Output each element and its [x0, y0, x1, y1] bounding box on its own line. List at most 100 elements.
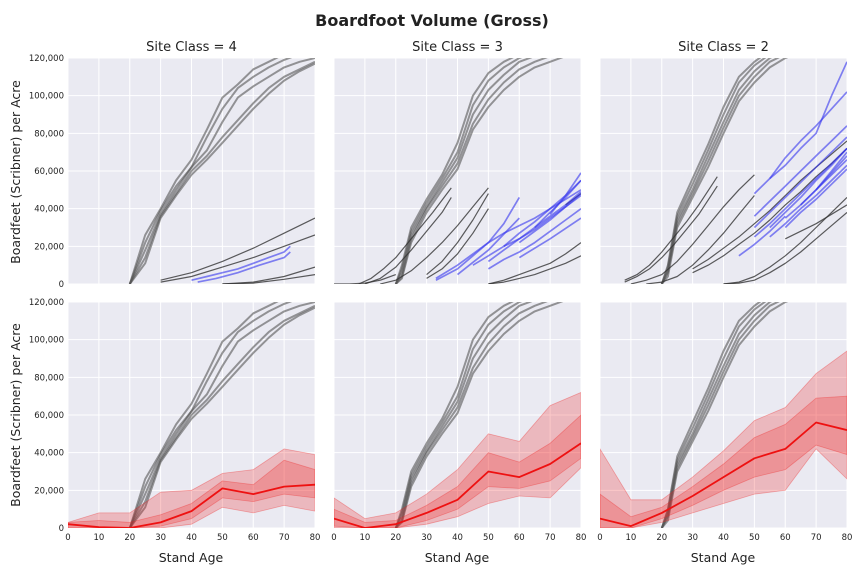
- y-tick-label: 40,000: [34, 205, 64, 215]
- plot-area: [334, 302, 581, 528]
- panel-2-1: 0 20,000 40,000 60,000 80,000 100,000 120,000 0…: [29, 298, 321, 543]
- dark-series-line-8: [646, 195, 755, 284]
- blue-series-line-25: [738, 215, 786, 257]
- gray-series-line-2: [660, 302, 773, 528]
- y-tick-label: 60,000: [34, 167, 64, 177]
- panel-title: Site Class = 3: [412, 40, 503, 55]
- x-tick-label: 30: [421, 533, 432, 543]
- dark-series-line-12: [723, 211, 847, 284]
- y-tick-label: 20,000: [34, 486, 64, 496]
- gray-series-line-0: [128, 302, 279, 528]
- panels-group: Site Class = 4 0 20,000 40,000 60,000 80,000 1…: [29, 40, 853, 543]
- plot-area: [334, 58, 581, 284]
- gray-series-line-0: [394, 302, 514, 528]
- gray-series-line-2: [128, 58, 315, 284]
- y-axis-label-top: Boardfeet (Scribner) per Acre: [8, 80, 23, 264]
- x-tick-label: 0: [65, 533, 70, 543]
- gray-series-line-2: [394, 58, 533, 284]
- x-tick-label: 70: [545, 533, 556, 543]
- panel-1-1: Site Class = 4 0 20,000 40,000 60,000 80,000 1…: [29, 40, 316, 290]
- blue-series-line-21: [784, 168, 847, 229]
- gray-series-line-1: [660, 58, 767, 284]
- gray-series-line-4: [128, 62, 315, 284]
- chart-title: Boardfoot Volume (Gross): [315, 11, 549, 30]
- uncertainty-band-outer: [600, 350, 847, 528]
- x-axis-label-col1: Stand Age: [159, 550, 224, 565]
- gray-series-line-0: [394, 58, 514, 284]
- gray-series-line-0: [128, 58, 279, 284]
- dark-series-line-8: [222, 274, 315, 284]
- gray-series-line-2: [394, 302, 533, 528]
- x-tick-label: 50: [749, 533, 760, 543]
- x-axis-label-col3: Stand Age: [691, 550, 756, 565]
- blue-series-line-24: [518, 217, 581, 259]
- blue-series-line-20: [769, 164, 847, 238]
- mean-series-line-5: [68, 483, 315, 528]
- gray-series-line-3: [395, 302, 548, 528]
- uncertainty-band-outer: [334, 391, 581, 528]
- uncertainty-band-outer: [68, 448, 315, 528]
- plot-area: [624, 58, 847, 284]
- x-tick-label: 80: [842, 533, 853, 543]
- y-tick-label: 60,000: [34, 411, 64, 421]
- plot-area: [68, 302, 315, 528]
- gray-series-line-0: [660, 58, 762, 284]
- y-tick-label: 80,000: [34, 129, 64, 139]
- x-tick-label: 0: [331, 533, 336, 543]
- panel-1-2: Site Class = 3: [333, 40, 582, 285]
- x-tick-label: 60: [514, 533, 525, 543]
- x-tick-label: 70: [811, 533, 822, 543]
- dark-series-line-13: [785, 204, 847, 240]
- gray-series-line-1: [128, 58, 293, 284]
- dark-series-line-9: [692, 147, 847, 274]
- gray-series-line-4: [128, 306, 315, 528]
- blue-series-line-19: [753, 147, 847, 238]
- y-tick-label: 100,000: [29, 336, 64, 346]
- dark-series-line-5: [160, 217, 315, 281]
- x-tick-label: 80: [576, 533, 587, 543]
- blue-series-line-10: [197, 251, 291, 283]
- gray-series-line-1: [394, 302, 523, 528]
- dark-series-line-11: [488, 242, 581, 284]
- x-tick-label: 40: [186, 533, 197, 543]
- blue-series-line-23: [456, 217, 520, 276]
- y-tick-label: 0: [59, 524, 64, 534]
- gray-series-line-3: [128, 60, 315, 284]
- gray-series-line-1: [394, 58, 523, 284]
- dark-series-line-7: [364, 197, 452, 284]
- x-tick-label: 40: [452, 533, 463, 543]
- x-tick-label: 20: [656, 533, 667, 543]
- gray-series-line-3: [395, 58, 548, 284]
- gray-series-line-2: [128, 302, 315, 528]
- x-tick-label: 50: [217, 533, 228, 543]
- blue-series-line-15: [769, 91, 847, 180]
- y-tick-label: 100,000: [29, 92, 64, 102]
- gray-series-line-4: [661, 302, 789, 528]
- plot-area: [128, 58, 315, 284]
- panel-2-3: 0 10 20 30 40 50 60 70 80: [597, 301, 853, 543]
- gray-series-line-0: [660, 302, 762, 528]
- x-tick-label: 40: [718, 533, 729, 543]
- dark-series-line-12: [488, 255, 581, 284]
- blue-series-line-18: [769, 147, 847, 229]
- panel-1-3: Site Class = 2: [599, 40, 848, 285]
- x-tick-label: 50: [483, 533, 494, 543]
- blue-series-line-22: [549, 172, 581, 215]
- y-tick-label: 20,000: [34, 242, 64, 252]
- y-axis-label-bottom: Boardfeet (Scribner) per Acre: [8, 323, 23, 507]
- y-tick-label: 40,000: [34, 449, 64, 459]
- x-tick-label: 0: [597, 533, 602, 543]
- gray-series-line-2: [660, 58, 773, 284]
- x-tick-label: 10: [625, 533, 636, 543]
- x-tick-label: 60: [780, 533, 791, 543]
- gray-series-line-3: [128, 304, 315, 528]
- dark-series-line-6: [160, 234, 315, 283]
- blue-series-line-20: [518, 192, 581, 244]
- blue-series-line-17: [753, 136, 847, 229]
- gray-series-line-3: [660, 58, 780, 284]
- y-tick-label: 80,000: [34, 373, 64, 383]
- x-tick-label: 30: [155, 533, 166, 543]
- uncertainty-band-inner: [68, 459, 315, 528]
- y-tick-label: 120,000: [29, 54, 64, 64]
